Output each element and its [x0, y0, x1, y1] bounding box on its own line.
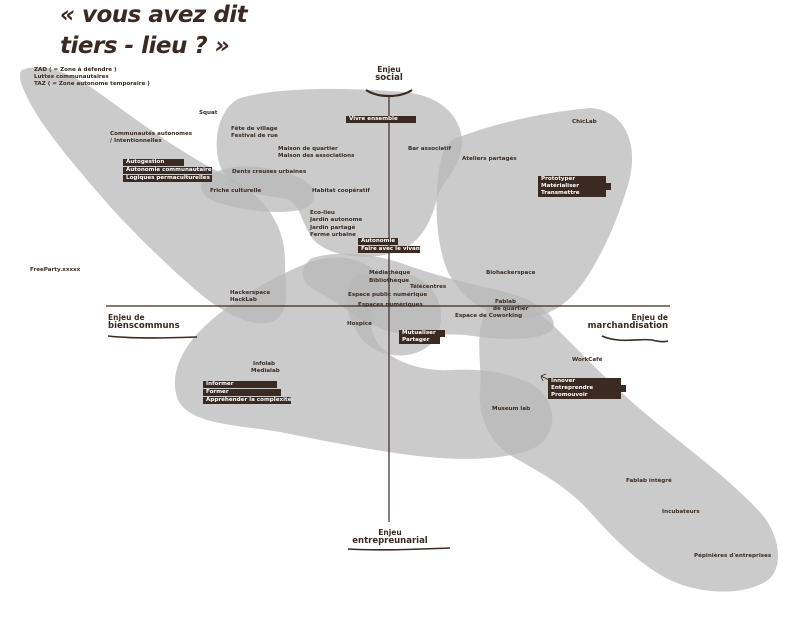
tag-prototyper: Prototyper [538, 176, 606, 183]
label-zad: ZAD ( = Zone à défendre ) [34, 67, 117, 73]
tag-logiques-permaculturelles: Logiques permaculturelles [123, 175, 212, 182]
axis-bottom-line1: Enjeu [378, 528, 402, 537]
label-jardin-partage: Jardin partagé [310, 225, 356, 231]
label-habitat: Habitat coopératif [312, 188, 370, 194]
axis-right-label: Enjeu de marchandisation [584, 313, 668, 331]
tag-former: Former [203, 389, 281, 396]
axis-top-line1: Enjeu [377, 65, 401, 74]
title-line-2: tiers - lieu ? » [60, 33, 230, 59]
axis-left-label: Enjeu de bienscommuns [108, 313, 180, 331]
tag-autonomie-communautaire: Autonomie communautaire [123, 167, 212, 174]
label-espaces-num: Espaces numériques [358, 302, 423, 308]
label-hospice: Hospice [347, 321, 372, 327]
tag-faire-avec-vivant: Faire avec le vivant [358, 246, 422, 253]
bienscommuns-underline [107, 335, 198, 339]
label-jardin-autonome: Jardin autonome [310, 217, 363, 223]
axis-left-line2: bienscommuns [108, 321, 180, 331]
blob-center-bottom-hybrid [174, 257, 553, 459]
label-bibliotheque: Bibliothèque [369, 278, 410, 284]
label-pepinieres: Pépinières d'entreprises [694, 553, 772, 559]
blob-top-left-commons [19, 67, 287, 324]
label-freeparty: FreeParty.xxxxx [30, 267, 81, 273]
blob-small-center-left [201, 166, 315, 213]
marchandisation-underline [601, 335, 669, 343]
label-dents-creuses: Dents creuses urbaines [232, 169, 307, 175]
blob-right-entrepreneurial [479, 299, 778, 592]
axis-top-label: Enjeu social [366, 65, 412, 83]
axis-left-line1: Enjeu de [108, 313, 145, 322]
entrepreunarial-underline [347, 547, 451, 551]
tag-mutualiser: Mutualiser [399, 330, 445, 337]
tag-materialiser: Matérialiser [538, 183, 611, 190]
label-ateliers-partages: Ateliers partagés [462, 156, 517, 162]
label-medialab: Medialab [251, 368, 280, 374]
label-incubateurs: Incubateurs [662, 509, 700, 515]
label-luttes: Luttes communautaires [34, 74, 109, 80]
tag-apprehender: Appréhender la complexité [203, 397, 292, 404]
label-workcafe: WorkCafé [572, 357, 603, 363]
label-fablab-quartier-1: Fablab [495, 299, 516, 305]
tag-entreprendre: Entreprendre [548, 385, 626, 392]
tag-transmettre: Transmettre [538, 190, 606, 197]
cursor-arrow-icon [540, 373, 550, 382]
label-fablab-integre: Fablab intégré [626, 478, 672, 484]
label-museumlab: Museum lab [492, 406, 531, 412]
label-maison-assoc: Maison des associations [278, 153, 355, 159]
axes [106, 89, 670, 551]
label-communautes: Communautés autonomes [110, 131, 193, 137]
title-line-1: « vous avez dit [60, 2, 248, 28]
label-maison-quartier: Maison de quartier [278, 146, 338, 152]
axis-top-line2: social [375, 73, 403, 83]
label-espace-coworking: Espace de Coworking [455, 313, 523, 319]
blob-top-center-social [216, 88, 463, 257]
label-ecolieu: Eco-lieu [310, 210, 335, 216]
label-fete-village: Fête de village [231, 126, 278, 132]
tag-informer: Informer [203, 381, 277, 388]
social-underline [365, 89, 413, 98]
tag-partager: Partager [399, 337, 440, 344]
axis-bottom-line2: entrepreunarial [352, 536, 428, 546]
label-intentionnelles: / Intentionnelles [110, 138, 162, 144]
label-hackerspace: Hackerspace [230, 290, 271, 296]
tag-autonomie: Autonomie [358, 238, 398, 245]
label-friche: Friche culturelle [210, 188, 262, 194]
label-espace-public-num: Espace public numérique [348, 292, 428, 298]
label-biohackerspace: Biohackerspace [486, 270, 536, 276]
tag-autogestion: Autogestion [123, 159, 184, 166]
tag-innover: Innover [548, 378, 621, 385]
label-hacklab: HackLab [230, 297, 257, 303]
axis-right-line2: marchandisation [587, 321, 668, 331]
tag-promouvoir: Promouvoir [548, 392, 621, 399]
label-squat: Squat [199, 110, 218, 116]
axis-right-line1: Enjeu de [631, 313, 668, 322]
tag-vivre-ensemble: Vivre ensemble [346, 116, 416, 123]
label-bar-associatif: Bar associatif [408, 146, 452, 152]
label-mediatheque: Médiathèque [369, 270, 411, 276]
label-chiclab: ChicLab [572, 119, 597, 125]
label-telecentres: Télécentres [410, 284, 447, 290]
label-infolab: Infolab [253, 361, 276, 367]
label-taz: TAZ ( = Zone autonome temporaire ) [34, 81, 150, 87]
label-festival-rue: Festival de rue [231, 133, 278, 139]
blob-top-right-making [436, 108, 633, 318]
label-fablab-quartier-2: de quartier [493, 306, 529, 312]
label-ferme-urbaine: Ferme urbaine [310, 232, 356, 238]
axis-bottom-label: Enjeu entrepreunarial [340, 528, 440, 546]
